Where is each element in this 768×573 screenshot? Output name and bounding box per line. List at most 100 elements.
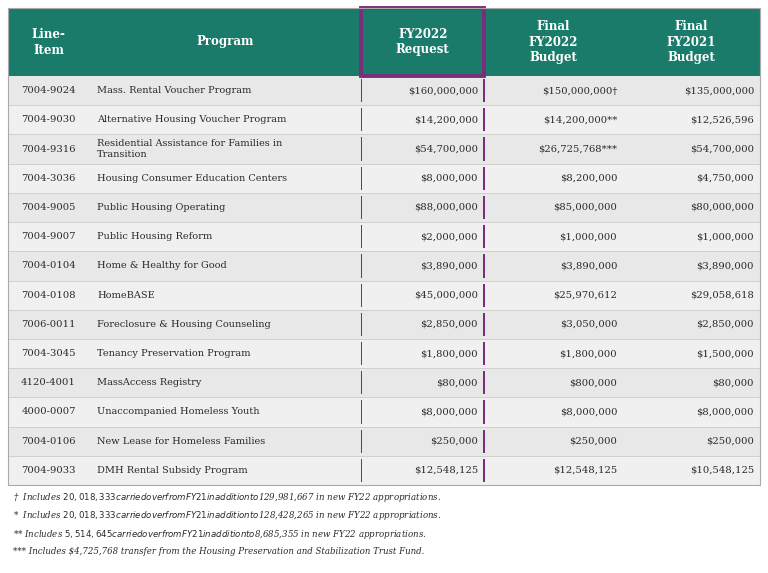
Text: $25,970,612: $25,970,612	[553, 291, 617, 300]
Text: $1,000,000: $1,000,000	[560, 232, 617, 241]
Bar	[483, 167, 485, 190]
Bar	[483, 430, 485, 453]
Bar	[361, 108, 362, 131]
Text: $88,000,000: $88,000,000	[414, 203, 478, 212]
Bar	[362, 8, 484, 76]
Bar	[8, 105, 89, 135]
Text: $2,000,000: $2,000,000	[421, 232, 478, 241]
Bar	[89, 135, 362, 164]
Text: $12,526,596: $12,526,596	[690, 115, 754, 124]
Text: $80,000: $80,000	[713, 378, 754, 387]
Bar	[623, 135, 760, 164]
Bar	[623, 105, 760, 135]
Text: 7004-3045: 7004-3045	[22, 349, 76, 358]
Text: Program: Program	[197, 36, 254, 49]
Text: $12,548,125: $12,548,125	[553, 466, 617, 475]
Text: $54,700,000: $54,700,000	[414, 144, 478, 154]
Text: $8,000,000: $8,000,000	[697, 407, 754, 417]
Bar	[362, 456, 484, 485]
Bar	[362, 426, 484, 456]
Bar	[362, 397, 484, 426]
Bar	[623, 397, 760, 426]
Text: MassAccess Registry: MassAccess Registry	[98, 378, 201, 387]
Text: Line-
Item: Line- Item	[31, 28, 65, 57]
Bar	[8, 397, 89, 426]
Text: 7004-9007: 7004-9007	[22, 232, 76, 241]
Bar	[483, 79, 485, 102]
Bar	[623, 310, 760, 339]
Bar	[623, 368, 760, 397]
Text: †  Includes $20,018,333 carried over from FY21 in addition to $129,981,667 in ne: † Includes $20,018,333 carried over from…	[13, 491, 441, 504]
Bar	[483, 342, 485, 365]
Text: $14,200,000**: $14,200,000**	[543, 115, 617, 124]
Bar	[89, 426, 362, 456]
Bar	[484, 310, 623, 339]
Bar	[361, 79, 362, 102]
Text: Residential Assistance for Families in
Transition: Residential Assistance for Families in T…	[98, 139, 283, 159]
Bar	[484, 222, 623, 252]
Text: $800,000: $800,000	[569, 378, 617, 387]
Bar	[362, 339, 484, 368]
Bar	[8, 135, 89, 164]
Bar	[362, 222, 484, 252]
Bar	[483, 284, 485, 307]
Bar	[8, 310, 89, 339]
Text: DMH Rental Subsidy Program: DMH Rental Subsidy Program	[98, 466, 248, 475]
Bar	[362, 8, 484, 76]
Bar	[89, 397, 362, 426]
Bar	[362, 281, 484, 310]
Bar	[483, 138, 485, 160]
Bar	[484, 135, 623, 164]
Text: $8,000,000: $8,000,000	[560, 407, 617, 417]
Text: $12,548,125: $12,548,125	[414, 466, 478, 475]
Text: $80,000: $80,000	[436, 378, 478, 387]
Bar	[89, 193, 362, 222]
Bar	[484, 456, 623, 485]
Bar	[483, 459, 485, 482]
Text: 7006-0011: 7006-0011	[22, 320, 76, 329]
Bar	[361, 459, 362, 482]
Text: $1,800,000: $1,800,000	[560, 349, 617, 358]
Text: Mass. Rental Voucher Program: Mass. Rental Voucher Program	[98, 86, 252, 95]
Bar	[89, 368, 362, 397]
Bar	[483, 254, 485, 277]
Text: $250,000: $250,000	[569, 437, 617, 446]
Text: FY2022
Request: FY2022 Request	[396, 28, 449, 57]
Bar	[484, 105, 623, 135]
Bar	[8, 193, 89, 222]
Text: 7004-9030: 7004-9030	[22, 115, 76, 124]
Bar	[362, 135, 484, 164]
Bar	[89, 8, 362, 76]
Bar	[361, 342, 362, 365]
Bar	[8, 368, 89, 397]
Text: 7004-0106: 7004-0106	[22, 437, 76, 446]
Bar	[623, 339, 760, 368]
Text: FY2022
Request: FY2022 Request	[396, 28, 449, 57]
Bar	[623, 164, 760, 193]
Bar	[484, 193, 623, 222]
Text: Public Housing Operating: Public Housing Operating	[98, 203, 226, 212]
Bar	[89, 281, 362, 310]
Text: Final
FY2022
Budget: Final FY2022 Budget	[529, 19, 578, 65]
Bar	[623, 8, 760, 76]
Bar	[483, 225, 485, 248]
Bar	[362, 164, 484, 193]
Bar	[623, 252, 760, 281]
Text: $3,890,000: $3,890,000	[560, 261, 617, 270]
Text: Housing Consumer Education Centers: Housing Consumer Education Centers	[98, 174, 287, 183]
Bar	[484, 164, 623, 193]
Text: $3,050,000: $3,050,000	[560, 320, 617, 329]
Bar	[89, 76, 362, 105]
Bar	[362, 252, 484, 281]
Text: $45,000,000: $45,000,000	[414, 291, 478, 300]
Bar	[8, 339, 89, 368]
Bar	[362, 310, 484, 339]
Bar	[361, 254, 362, 277]
Text: $26,725,768***: $26,725,768***	[538, 144, 617, 154]
Text: $160,000,000: $160,000,000	[408, 86, 478, 95]
Bar	[361, 196, 362, 219]
Text: $85,000,000: $85,000,000	[553, 203, 617, 212]
Text: Tenancy Preservation Program: Tenancy Preservation Program	[98, 349, 250, 358]
Bar	[362, 76, 484, 105]
Bar	[362, 368, 484, 397]
